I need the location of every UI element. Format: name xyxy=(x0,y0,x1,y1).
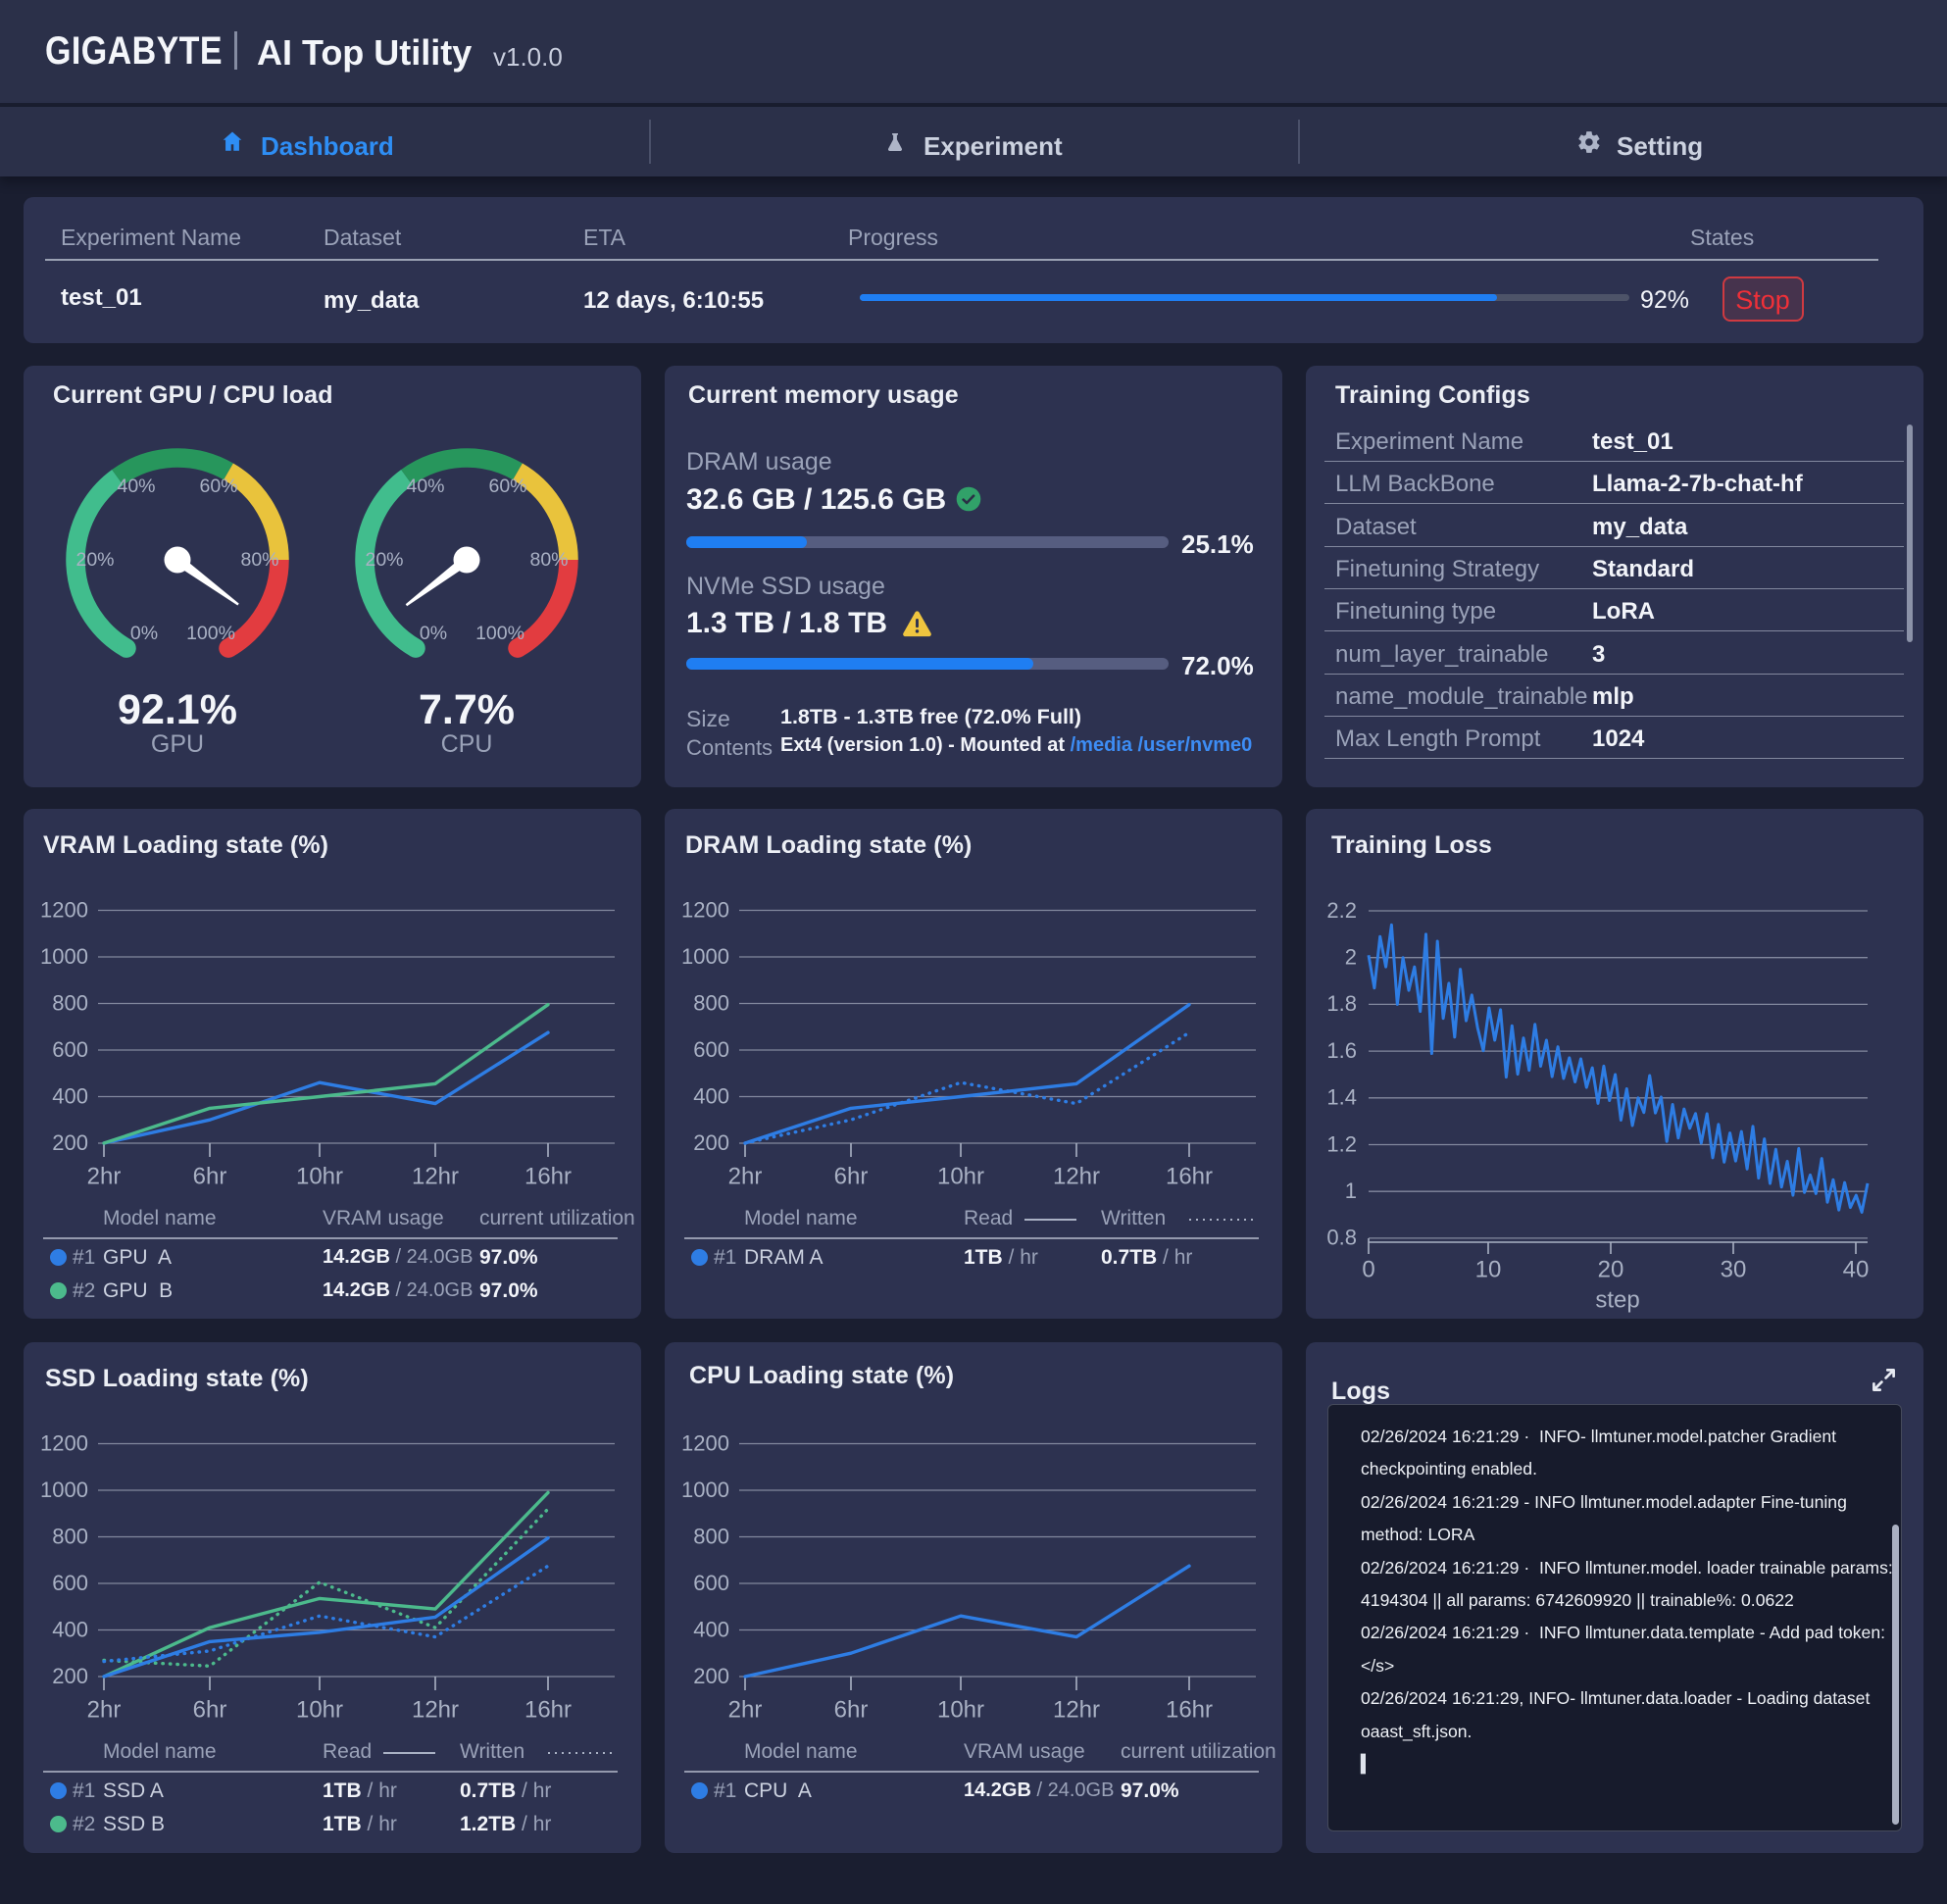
svg-text:1.4: 1.4 xyxy=(1326,1085,1357,1110)
svg-text:10hr: 10hr xyxy=(937,1696,984,1723)
svg-text:400: 400 xyxy=(52,1083,88,1108)
svg-text:20: 20 xyxy=(1598,1256,1624,1282)
svg-text:1000: 1000 xyxy=(40,1478,88,1502)
svg-text:800: 800 xyxy=(693,1524,729,1548)
svg-text:30: 30 xyxy=(1721,1256,1747,1282)
svg-text:1.8: 1.8 xyxy=(1326,991,1357,1016)
svg-text:2: 2 xyxy=(1345,945,1357,970)
svg-text:12hr: 12hr xyxy=(1053,1163,1100,1189)
svg-text:6hr: 6hr xyxy=(834,1696,869,1723)
svg-text:12hr: 12hr xyxy=(412,1163,459,1189)
svg-text:2.2: 2.2 xyxy=(1326,898,1357,923)
svg-text:800: 800 xyxy=(52,1524,88,1548)
svg-text:20%: 20% xyxy=(75,549,114,571)
svg-text:1: 1 xyxy=(1345,1178,1357,1203)
svg-text:600: 600 xyxy=(693,1571,729,1595)
svg-text:16hr: 16hr xyxy=(524,1163,572,1189)
svg-text:1200: 1200 xyxy=(40,1430,88,1455)
svg-text:600: 600 xyxy=(52,1037,88,1062)
svg-text:80%: 80% xyxy=(529,549,568,571)
svg-text:200: 200 xyxy=(693,1130,729,1155)
svg-text:2hr: 2hr xyxy=(87,1696,122,1723)
svg-text:1000: 1000 xyxy=(681,1478,729,1502)
svg-text:16hr: 16hr xyxy=(524,1696,572,1723)
svg-text:800: 800 xyxy=(52,990,88,1015)
svg-text:2hr: 2hr xyxy=(87,1163,122,1189)
svg-text:6hr: 6hr xyxy=(834,1163,869,1189)
svg-text:6hr: 6hr xyxy=(193,1696,227,1723)
svg-text:1200: 1200 xyxy=(681,897,729,922)
svg-text:20%: 20% xyxy=(365,549,403,571)
svg-text:40: 40 xyxy=(1843,1256,1870,1282)
svg-text:2hr: 2hr xyxy=(728,1696,763,1723)
svg-text:1000: 1000 xyxy=(40,944,88,969)
svg-text:12hr: 12hr xyxy=(412,1696,459,1723)
svg-text:10hr: 10hr xyxy=(296,1696,343,1723)
svg-text:1200: 1200 xyxy=(681,1430,729,1455)
svg-text:12hr: 12hr xyxy=(1053,1696,1100,1723)
svg-text:0.8: 0.8 xyxy=(1326,1226,1357,1250)
svg-text:60%: 60% xyxy=(199,476,237,497)
svg-text:6hr: 6hr xyxy=(193,1163,227,1189)
svg-text:200: 200 xyxy=(693,1664,729,1688)
svg-text:16hr: 16hr xyxy=(1166,1163,1213,1189)
svg-text:1.2: 1.2 xyxy=(1326,1131,1357,1156)
svg-text:10hr: 10hr xyxy=(296,1163,343,1189)
svg-text:400: 400 xyxy=(693,1083,729,1108)
svg-text:400: 400 xyxy=(52,1617,88,1641)
svg-text:600: 600 xyxy=(52,1571,88,1595)
svg-text:800: 800 xyxy=(693,990,729,1015)
svg-text:100%: 100% xyxy=(475,623,524,644)
svg-text:16hr: 16hr xyxy=(1166,1696,1213,1723)
svg-text:1000: 1000 xyxy=(681,944,729,969)
svg-text:1.6: 1.6 xyxy=(1326,1038,1357,1063)
svg-text:400: 400 xyxy=(693,1617,729,1641)
svg-text:200: 200 xyxy=(52,1130,88,1155)
svg-text:2hr: 2hr xyxy=(728,1163,763,1189)
svg-text:1200: 1200 xyxy=(40,897,88,922)
svg-text:10: 10 xyxy=(1475,1256,1502,1282)
svg-text:40%: 40% xyxy=(117,476,155,497)
svg-text:80%: 80% xyxy=(240,549,278,571)
svg-text:10hr: 10hr xyxy=(937,1163,984,1189)
svg-text:40%: 40% xyxy=(406,476,444,497)
svg-text:0%: 0% xyxy=(420,623,447,644)
svg-text:step: step xyxy=(1595,1286,1639,1313)
svg-text:600: 600 xyxy=(693,1037,729,1062)
svg-text:0: 0 xyxy=(1362,1256,1374,1282)
svg-text:60%: 60% xyxy=(488,476,526,497)
svg-text:200: 200 xyxy=(52,1664,88,1688)
svg-text:100%: 100% xyxy=(186,623,235,644)
svg-text:0%: 0% xyxy=(130,623,158,644)
